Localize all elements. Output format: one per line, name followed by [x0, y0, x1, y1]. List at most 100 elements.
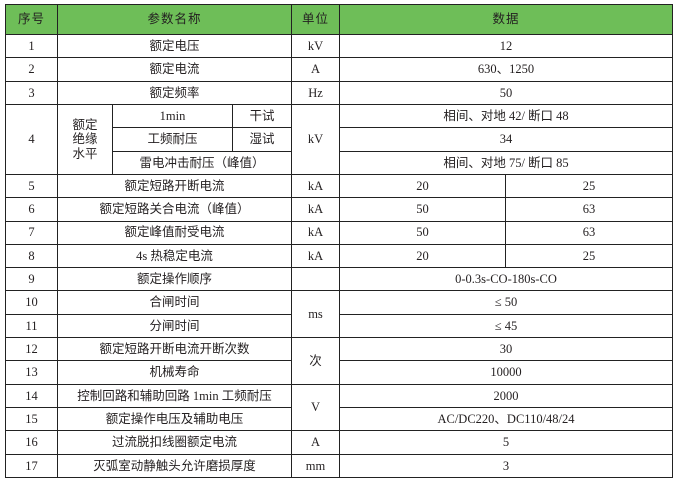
row-data: 5 — [338, 430, 674, 455]
row-name: 额定短路关合电流（峰值） — [57, 197, 292, 222]
row-unit: kA — [291, 243, 340, 269]
row-data-left: 50 — [339, 220, 506, 245]
row-name: 4s 热稳定电流 — [57, 243, 292, 269]
table-row: 9 额定操作顺序 0-0.3s-CO-180s-CO — [5, 267, 674, 292]
insulation-subrow-name: 1min — [112, 103, 233, 129]
row-data: ≤ 50 — [338, 290, 674, 315]
row-seq: 3 — [5, 80, 58, 105]
row-unit: kA — [291, 220, 340, 245]
row-data: 10000 — [338, 360, 674, 385]
row-seq: 7 — [5, 220, 58, 245]
row-data-left: 20 — [339, 173, 506, 199]
row-name: 过流脱扣线圈额定电流 — [57, 430, 292, 455]
row-unit: kA — [291, 197, 340, 222]
specification-table: 序号 参数名称 单位 数据 1 额定电压 kV 12 2 额定电流 A 630、… — [5, 4, 674, 479]
table-header: 序号 参数名称 单位 数据 — [5, 4, 674, 35]
row-seq: 11 — [5, 313, 58, 339]
table-row-insulation-lightning: 雷电冲击耐压（峰值） 相间、对地 75/ 断口 85 — [6, 150, 674, 175]
table-row: 16 过流脱扣线圈额定电流 A 5 — [5, 430, 674, 455]
row-data-left: 20 — [339, 243, 506, 269]
row-data-right: 25 — [504, 243, 674, 269]
row-data: 630、1250 — [338, 57, 674, 82]
row-name: 额定电流 — [57, 57, 292, 82]
row-data-right: 25 — [504, 173, 674, 199]
table-row: 2 额定电流 A 630、1250 — [5, 57, 674, 82]
row-unit: V — [291, 383, 340, 432]
row-seq: 2 — [5, 57, 58, 82]
row-seq: 5 — [5, 173, 58, 199]
row-name: 额定操作顺序 — [57, 267, 292, 292]
row-name: 额定电压 — [57, 33, 292, 59]
insulation-data-dry: 相间、对地 42/ 断口 48 — [338, 103, 674, 129]
table-row: 12 额定短路开断电流开断次数 次 30 — [5, 337, 674, 385]
row-unit: mm — [291, 453, 340, 479]
row-data: 0-0.3s-CO-180s-CO — [338, 267, 674, 292]
row-name: 机械寿命 — [57, 360, 292, 385]
insulation-subrow-name: 工频耐压 — [112, 127, 233, 152]
row-unit: 次 — [291, 337, 340, 385]
row-data: ≤ 45 — [338, 313, 674, 339]
row-unit: ms — [291, 290, 340, 339]
row-name: 额定频率 — [57, 80, 292, 105]
row-seq: 15 — [5, 406, 58, 432]
row-name: 分闸时间 — [57, 313, 292, 339]
row-unit: A — [291, 430, 340, 455]
table-row: 11 分闸时间 ≤ 45 — [5, 313, 674, 339]
table-row: 13 机械寿命 10000 — [5, 360, 674, 385]
table-row-insulation-dry: 4 额定 绝缘 水平 1min 干试 kV 相间、对地 42/ 断口 48 — [5, 103, 674, 175]
row-unit: kV — [291, 33, 340, 59]
row-data-right: 63 — [504, 197, 674, 222]
row-name: 灭弧室动静触头允许磨损厚度 — [57, 453, 292, 479]
row-data: AC/DC220、DC110/48/24 — [338, 406, 674, 432]
row-data: 50 — [338, 80, 674, 105]
row-seq: 8 — [5, 243, 58, 269]
table-row: 10 合闸时间 ms ≤ 50 — [5, 290, 674, 339]
insulation-group-label-line-1: 额定 — [72, 117, 98, 132]
row-data: 2000 — [338, 383, 674, 409]
insulation-group-label: 额定 绝缘 水平 — [57, 103, 113, 175]
row-seq: 10 — [5, 290, 58, 315]
row-seq: 13 — [5, 360, 58, 385]
insulation-test-wet: 湿试 — [232, 127, 292, 152]
row-unit: A — [291, 57, 340, 82]
insulation-data-lightning: 相间、对地 75/ 断口 85 — [338, 150, 674, 175]
insulation-group-label-line-2: 绝缘 — [72, 132, 98, 147]
insulation-group-label-line-3: 水平 — [72, 146, 98, 161]
table-row: 5 额定短路开断电流 kA 20 25 — [5, 173, 674, 199]
row-data: 30 — [338, 337, 674, 362]
insulation-test-dry: 干试 — [232, 103, 292, 129]
header-param: 参数名称 — [57, 4, 292, 35]
row-seq: 4 — [5, 103, 58, 175]
header-row: 序号 参数名称 单位 数据 — [5, 4, 674, 35]
row-data: 3 — [338, 453, 674, 479]
row-data-right: 63 — [504, 220, 674, 245]
row-name: 额定峰值耐受电流 — [57, 220, 292, 245]
table-row: 3 额定频率 Hz 50 — [5, 80, 674, 105]
row-name: 额定操作电压及辅助电压 — [57, 406, 292, 432]
row-seq: 6 — [5, 197, 58, 222]
row-unit — [291, 267, 340, 292]
table-row: 6 额定短路关合电流（峰值） kA 50 63 — [5, 197, 674, 222]
table-row: 15 额定操作电压及辅助电压 AC/DC220、DC110/48/24 — [5, 406, 674, 432]
header-unit: 单位 — [291, 4, 340, 35]
row-name: 合闸时间 — [57, 290, 292, 315]
row-name: 额定短路开断电流 — [57, 173, 292, 199]
table-row: 8 4s 热稳定电流 kA 20 25 — [5, 243, 674, 269]
row-data: 12 — [338, 33, 674, 59]
row-unit: kV — [291, 103, 340, 175]
table-row: 14 控制回路和辅助回路 1min 工频耐压 V 2000 — [5, 383, 674, 432]
row-seq: 12 — [5, 337, 58, 362]
row-unit: kA — [291, 173, 340, 199]
row-seq: 1 — [5, 33, 58, 59]
table-row: 17 灭弧室动静触头允许磨损厚度 mm 3 — [5, 453, 674, 479]
row-unit: Hz — [291, 80, 340, 105]
table-row: 7 额定峰值耐受电流 kA 50 63 — [5, 220, 674, 245]
insulation-data-wet: 34 — [338, 127, 674, 152]
header-seq: 序号 — [5, 4, 58, 35]
row-seq: 17 — [5, 453, 58, 479]
row-seq: 9 — [5, 267, 58, 292]
table-row: 1 额定电压 kV 12 — [5, 33, 674, 59]
row-seq: 16 — [5, 430, 58, 455]
row-data-left: 50 — [339, 197, 506, 222]
